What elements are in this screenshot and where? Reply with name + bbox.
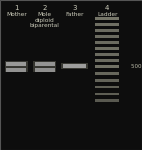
Bar bbox=[96, 41, 119, 44]
Bar bbox=[96, 79, 119, 82]
Bar bbox=[96, 72, 119, 75]
Text: Ladder: Ladder bbox=[97, 12, 117, 17]
Bar bbox=[96, 23, 119, 26]
Text: 1: 1 bbox=[14, 4, 19, 10]
Bar bbox=[6, 62, 26, 66]
Bar bbox=[63, 64, 86, 68]
Bar bbox=[5, 67, 28, 72]
Bar bbox=[96, 29, 119, 32]
Text: 2: 2 bbox=[43, 4, 47, 10]
Bar bbox=[96, 99, 119, 102]
Bar bbox=[6, 68, 26, 72]
Text: Father: Father bbox=[65, 12, 84, 17]
Bar bbox=[96, 53, 119, 56]
Bar bbox=[96, 93, 119, 95]
Bar bbox=[96, 86, 119, 88]
Bar bbox=[96, 47, 119, 50]
Bar bbox=[61, 63, 88, 69]
Text: Mole
diploid
biparental: Mole diploid biparental bbox=[30, 12, 60, 28]
Bar bbox=[96, 65, 119, 68]
Text: 3: 3 bbox=[72, 4, 77, 10]
Bar bbox=[35, 68, 55, 72]
Text: 500 bp: 500 bp bbox=[131, 64, 142, 69]
Bar bbox=[35, 62, 55, 66]
Text: Mother: Mother bbox=[6, 12, 27, 17]
Bar bbox=[96, 35, 119, 38]
Bar bbox=[33, 61, 56, 67]
Bar bbox=[96, 59, 119, 62]
Bar bbox=[33, 67, 56, 72]
Bar bbox=[5, 61, 28, 67]
Bar bbox=[96, 17, 119, 20]
Text: 4: 4 bbox=[105, 4, 109, 10]
